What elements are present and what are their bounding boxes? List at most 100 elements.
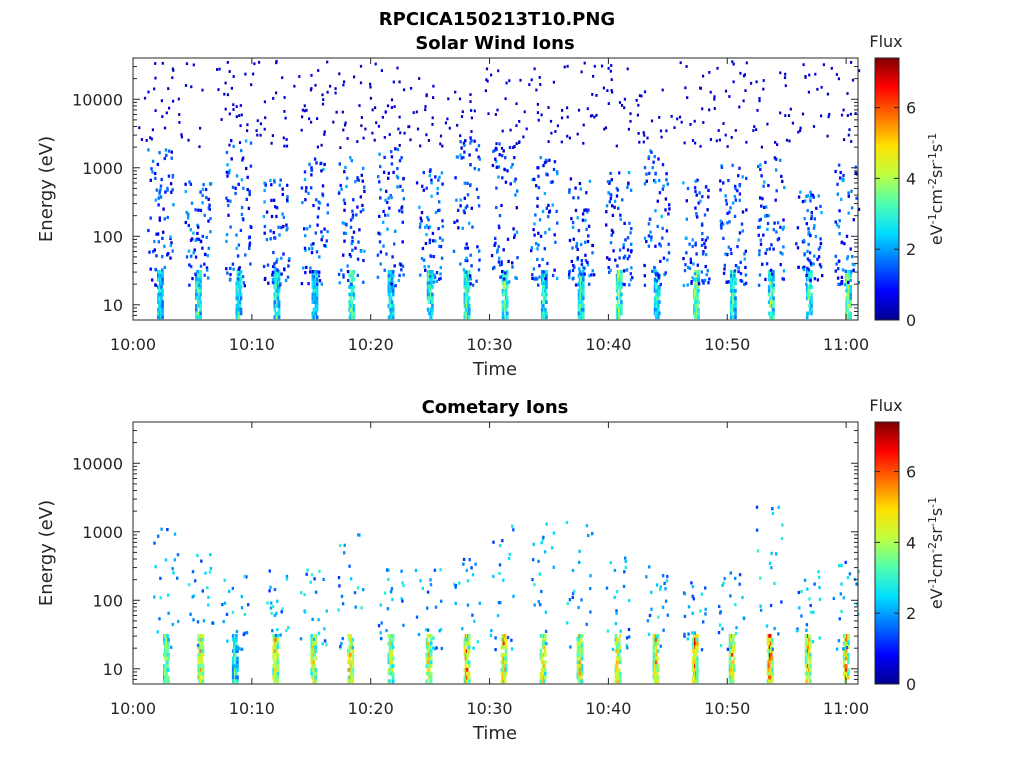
heatmap-cell — [206, 254, 209, 258]
heatmap-cell — [428, 645, 432, 650]
heatmap-cell — [848, 128, 851, 132]
heatmap-cell — [466, 652, 470, 657]
heatmap-cell — [233, 649, 236, 653]
heatmap-cell — [806, 266, 809, 270]
heatmap-cell — [155, 232, 158, 236]
heatmap-cell — [192, 618, 195, 622]
heatmap-cell — [537, 118, 540, 122]
heatmap-cell — [192, 251, 195, 255]
heatmap-cell — [189, 182, 193, 186]
heatmap-cell — [196, 231, 199, 235]
heatmap-cell — [202, 619, 206, 623]
heatmap-cell — [273, 307, 277, 312]
heatmap-cell — [159, 195, 163, 199]
heatmap-cell — [736, 265, 740, 269]
heatmap-cell — [167, 611, 170, 615]
heatmap-cell — [422, 171, 425, 175]
heatmap-cell — [810, 300, 813, 304]
heatmap-cell — [237, 315, 241, 320]
heatmap-cell — [278, 233, 281, 237]
heatmap-cell — [415, 110, 418, 114]
heatmap-cell — [154, 171, 157, 176]
heatmap-cell — [734, 277, 737, 282]
heatmap-cell — [325, 643, 328, 647]
heatmap-cell — [781, 179, 784, 183]
heatmap-cell — [665, 579, 669, 583]
heatmap-cell — [767, 214, 770, 218]
heatmap-cell — [771, 668, 774, 672]
heatmap-cell — [504, 671, 508, 676]
heatmap-cell — [419, 273, 422, 277]
heatmap-cell — [465, 242, 468, 246]
x-tick-label: 10:10 — [229, 335, 275, 354]
heatmap-cell — [466, 193, 470, 197]
heatmap-cell — [377, 231, 380, 235]
heatmap-cell — [347, 679, 350, 684]
heatmap-cell — [209, 217, 212, 221]
heatmap-cell — [730, 304, 734, 308]
heatmap-cell — [199, 277, 202, 282]
heatmap-cell — [262, 264, 266, 269]
heatmap-cell — [806, 194, 810, 198]
heatmap-cell — [380, 69, 383, 72]
heatmap-cell — [535, 277, 539, 281]
heatmap-cell — [844, 269, 847, 273]
heatmap-cell — [348, 656, 351, 661]
heatmap-cell — [718, 138, 721, 142]
heatmap-cell — [166, 649, 169, 653]
heatmap-cell — [382, 220, 385, 224]
heatmap-cell — [753, 125, 756, 128]
heatmap-cell — [803, 217, 806, 221]
heatmap-cell — [531, 273, 534, 277]
heatmap-cell — [765, 624, 769, 628]
heatmap-cell — [391, 285, 395, 289]
heatmap-cell — [502, 149, 505, 153]
heatmap-cell — [797, 130, 800, 134]
heatmap-cell — [384, 591, 387, 595]
heatmap-cell — [545, 273, 548, 278]
heatmap-cell — [429, 675, 433, 680]
heatmap-cell — [804, 75, 807, 78]
heatmap-cell — [201, 652, 205, 657]
heatmap-cell — [733, 641, 736, 646]
heatmap-cell — [439, 142, 442, 146]
heatmap-cell — [241, 158, 244, 162]
heatmap-cell — [390, 277, 394, 282]
heatmap-cell — [724, 133, 727, 137]
x-axis-ticks: 10:00 10:10 10:20 10:30 10:40 10:50 11:00 — [110, 58, 869, 354]
heatmap-cell — [155, 254, 158, 258]
heatmap-cell — [605, 586, 609, 590]
heatmap-cell — [342, 198, 346, 202]
heatmap-cell — [709, 90, 712, 94]
heatmap-cell — [543, 247, 546, 251]
heatmap-cell — [695, 213, 698, 217]
heatmap-cell — [310, 120, 313, 124]
heatmap-cell — [321, 642, 324, 646]
heatmap-cell — [775, 157, 778, 161]
heatmap-cell — [720, 226, 723, 230]
heatmap-cell — [691, 238, 694, 242]
heatmap-cell — [138, 126, 141, 130]
heatmap-cell — [168, 106, 171, 110]
heatmap-cell — [836, 182, 839, 186]
heatmap-cell — [225, 170, 229, 174]
heatmap-cell — [729, 206, 732, 210]
heatmap-cell — [228, 143, 231, 147]
heatmap-cell — [311, 247, 314, 251]
heatmap-cell — [617, 206, 620, 210]
heatmap-cell — [772, 247, 775, 251]
heatmap-cell — [759, 196, 762, 200]
heatmap-cell — [615, 281, 619, 286]
heatmap-cell — [343, 239, 346, 243]
heatmap-cell — [391, 304, 395, 308]
heatmap-cell — [676, 117, 679, 121]
heatmap-cell — [464, 300, 468, 304]
heatmap-cell — [237, 272, 241, 277]
heatmap-cell — [613, 199, 617, 203]
heatmap-cell — [167, 149, 171, 153]
heatmap-cell — [161, 307, 164, 312]
heatmap-cell — [495, 160, 498, 164]
heatmap-cell — [275, 260, 278, 264]
heatmap-cell — [616, 300, 620, 304]
heatmap-cell — [187, 223, 190, 228]
